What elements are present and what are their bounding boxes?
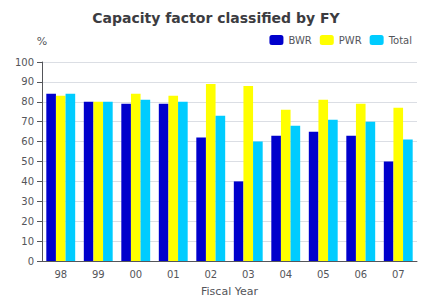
svg-text:40: 40: [21, 176, 34, 187]
svg-text:10: 10: [21, 236, 34, 247]
svg-text:BWR: BWR: [288, 35, 311, 46]
svg-text:0: 0: [28, 256, 34, 267]
svg-text:04: 04: [279, 269, 292, 280]
svg-text:07: 07: [392, 269, 405, 280]
svg-text:90: 90: [21, 76, 34, 87]
svg-text:20: 20: [21, 216, 34, 227]
svg-text:00: 00: [129, 269, 142, 280]
svg-text:70: 70: [21, 116, 34, 127]
svg-text:30: 30: [21, 196, 34, 207]
svg-text:01: 01: [167, 269, 180, 280]
svg-text:05: 05: [317, 269, 330, 280]
svg-text:Capacity factor classified by: Capacity factor classified by FY: [92, 10, 340, 26]
svg-text:98: 98: [54, 269, 67, 280]
svg-text:Fiscal Year: Fiscal Year: [201, 285, 258, 298]
svg-text:80: 80: [21, 96, 34, 107]
svg-text:PWR: PWR: [339, 35, 362, 46]
svg-text:Total: Total: [388, 35, 412, 46]
svg-text:60: 60: [21, 136, 34, 147]
svg-text:99: 99: [92, 269, 105, 280]
svg-text:06: 06: [354, 269, 367, 280]
svg-text:100: 100: [15, 57, 34, 68]
svg-text:02: 02: [204, 269, 217, 280]
svg-text:%: %: [37, 35, 47, 48]
svg-text:03: 03: [242, 269, 255, 280]
svg-text:50: 50: [21, 156, 34, 167]
